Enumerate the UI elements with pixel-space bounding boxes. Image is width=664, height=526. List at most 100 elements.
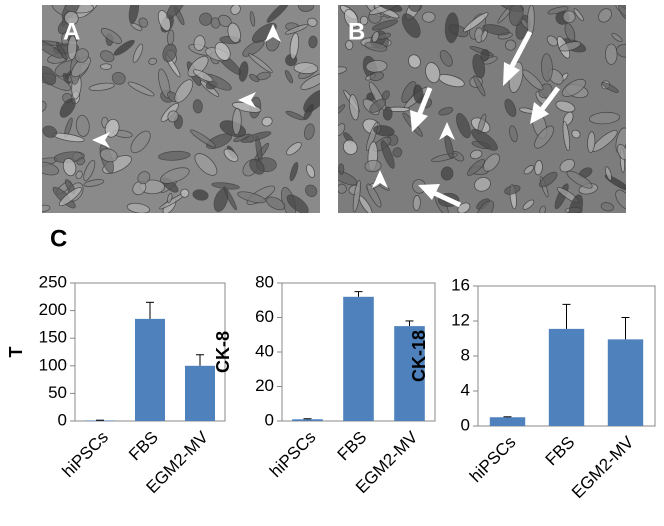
- cell: [425, 62, 441, 84]
- cell: [75, 170, 83, 180]
- cell: [546, 35, 559, 47]
- cell: [303, 123, 315, 141]
- y-tick-label: 100: [39, 355, 67, 374]
- cell: [174, 79, 194, 103]
- cell: [338, 183, 347, 194]
- cell: [534, 160, 543, 176]
- cell: [138, 17, 149, 28]
- cell: [364, 159, 382, 173]
- cell: [561, 78, 586, 97]
- error-bar: [146, 301, 154, 319]
- bar: [489, 417, 526, 426]
- cell: [421, 11, 436, 23]
- panel-label: C: [50, 225, 67, 252]
- cell: [439, 50, 453, 67]
- cell: [438, 107, 454, 116]
- cell: [566, 170, 593, 189]
- cell: [158, 150, 191, 161]
- cell: [338, 123, 346, 137]
- panel-label: A: [63, 18, 80, 45]
- cell: [504, 184, 521, 195]
- cell: [371, 19, 399, 31]
- cell: [237, 191, 266, 204]
- cell: [604, 166, 613, 181]
- cell: [159, 167, 190, 184]
- cell: [132, 43, 144, 63]
- cell: [344, 8, 359, 29]
- cell: [240, 131, 272, 143]
- cell: [238, 61, 249, 82]
- cell: [364, 41, 388, 52]
- cell: [401, 13, 421, 38]
- cell: [611, 33, 623, 43]
- cell: [210, 17, 221, 29]
- bar: [135, 318, 165, 421]
- cell: [555, 100, 576, 113]
- cell: [366, 183, 382, 208]
- cell: [392, 147, 403, 158]
- cell: [559, 158, 575, 173]
- cell: [111, 71, 126, 85]
- cell: [293, 62, 319, 75]
- cell: [473, 75, 486, 97]
- cell: [562, 120, 571, 152]
- cell: [504, 98, 517, 117]
- cell: [482, 153, 500, 172]
- y-tick-label: 40: [255, 341, 274, 360]
- bar: [607, 339, 644, 426]
- cell: [192, 189, 209, 201]
- cell: [230, 5, 241, 15]
- cell: [369, 71, 384, 82]
- cell: [568, 194, 584, 213]
- cell: [616, 5, 626, 20]
- cell: [285, 110, 305, 121]
- y-tick-label: 80: [255, 272, 274, 291]
- y-tick-label: 12: [451, 310, 470, 329]
- cell: [192, 99, 203, 114]
- cell: [57, 21, 69, 35]
- cell: [100, 50, 115, 63]
- cell: [306, 164, 315, 178]
- cell: [297, 5, 315, 12]
- cell: [412, 195, 421, 211]
- cell: [474, 177, 491, 192]
- cell: [573, 8, 584, 22]
- cell: [126, 202, 151, 213]
- cell: [284, 69, 294, 84]
- cell: [214, 42, 231, 61]
- cell: [539, 171, 558, 188]
- cell: [480, 49, 490, 62]
- y-tick-label: 0: [461, 415, 470, 434]
- cell: [242, 40, 265, 57]
- cell: [42, 66, 57, 86]
- y-tick-label: 20: [255, 376, 274, 395]
- bar: [394, 326, 425, 421]
- cell: [587, 131, 596, 154]
- cell: [534, 125, 555, 149]
- cell: [74, 48, 89, 63]
- cell: [588, 111, 621, 125]
- y-tick-label: 150: [39, 328, 67, 347]
- cell: [99, 148, 118, 163]
- cell: [470, 149, 483, 160]
- cell: [42, 161, 60, 176]
- cell: [508, 5, 524, 27]
- cell: [457, 202, 471, 213]
- x-tick-label: FBS: [542, 433, 579, 470]
- cell: [42, 39, 64, 59]
- cell: [130, 130, 151, 154]
- x-tick-label: hiPSCs: [266, 428, 320, 482]
- cell: [300, 72, 320, 90]
- cell: [193, 69, 214, 83]
- cell: [266, 5, 290, 23]
- cell: [616, 144, 626, 161]
- cell: [352, 179, 361, 213]
- arrowheads: [92, 24, 455, 188]
- cell: [539, 205, 547, 213]
- cell: [249, 158, 265, 175]
- y-tick-label: 0: [265, 410, 274, 429]
- y-tick-label: 50: [48, 383, 67, 402]
- cell: [605, 43, 618, 65]
- cell: [338, 66, 347, 75]
- cell: [75, 114, 90, 137]
